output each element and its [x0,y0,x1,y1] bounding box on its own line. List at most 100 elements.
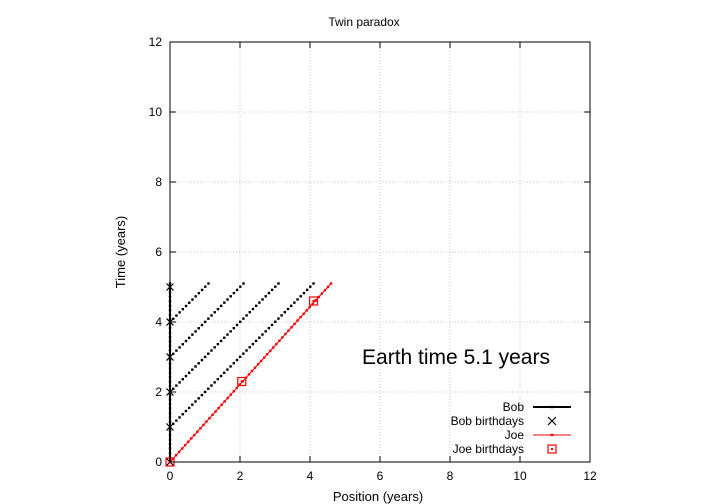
y-tick-label: 0 [155,455,162,469]
y-tick-label: 2 [155,385,162,399]
x-tick-label: 4 [307,469,314,483]
x-tick-label: 8 [447,469,454,483]
worldline-point [293,301,296,304]
series-bob [168,282,315,464]
worldline-point [193,433,196,437]
worldline-point [235,386,239,390]
worldline-point [210,314,213,317]
worldline-point [216,342,220,346]
x-tick-label: 12 [583,469,597,483]
worldline-point [242,317,245,320]
worldline-point [245,314,248,317]
worldline-point [323,289,327,292]
worldline-point [207,387,210,390]
worldline-point [278,339,281,342]
y-tick-label: 6 [155,245,162,259]
worldline-point [213,346,216,349]
worldline-point [191,333,194,336]
worldline-point [184,374,188,378]
y-axis-label: Time (years) [113,216,128,288]
legend-label: Joe [505,428,525,442]
worldline-point [235,288,239,292]
tick-labels: 0 2 4 6 8 10 12 0 2 4 6 8 10 12 [149,35,597,483]
worldline-point [200,323,204,327]
worldline-point [194,295,197,298]
worldline-point [197,291,201,295]
worldline-point [241,379,245,383]
worldline-point [274,285,277,288]
worldline-point [191,368,194,371]
worldline-point [207,282,210,285]
worldline-point [204,285,207,288]
worldline-point [262,356,266,359]
x-axis-label: Position (years) [333,489,423,504]
worldline-point [226,298,229,301]
worldline-point [290,326,293,329]
worldline-point [203,355,207,359]
worldline-point [245,349,248,352]
worldline-point [277,317,280,320]
worldline-point [214,410,217,413]
worldline-point [199,427,202,430]
worldline-point [180,447,184,450]
y-tick-label: 12 [149,35,163,49]
worldline-point [314,299,318,302]
worldline-point [175,314,178,317]
worldline-point [187,336,191,340]
worldline-point [302,312,305,316]
series-joe [168,282,333,464]
worldline-point [270,288,274,292]
worldline-point [302,291,306,295]
worldline-point [242,352,245,355]
worldline-point [232,326,236,330]
worldline-point [293,322,296,326]
worldline-point [184,409,188,413]
worldline-point [181,343,184,346]
worldline-point [254,304,258,308]
worldline-point [217,406,220,410]
worldline-point [326,285,330,289]
worldline-point [223,371,226,374]
worldline-point [242,282,245,285]
worldline-point [200,288,204,292]
legend-square-swatch [547,444,557,454]
worldline-point [289,304,293,308]
worldline-point [175,349,178,352]
worldline-point [216,377,220,381]
worldline-point [274,320,277,323]
worldline-point [259,359,263,363]
worldline-point [184,339,188,343]
worldline-point [267,326,271,330]
worldline-point [177,450,181,454]
worldline-point [272,346,275,349]
worldline-point [208,417,211,420]
worldline-point [305,309,308,312]
worldline-point [219,374,223,378]
worldline-point [308,305,311,309]
legend-item: Joe birthdays [453,442,557,456]
worldline-point [194,330,197,333]
worldline-point [194,365,197,368]
worldline-point [223,400,226,403]
worldline-point [191,298,194,301]
worldline-point [203,320,207,324]
worldline-point [229,330,232,333]
worldline-point [202,423,205,427]
worldline-point [197,362,200,365]
worldline-point [194,400,197,403]
legend-label: Bob birthdays [451,414,524,428]
y-tick-label: 8 [155,175,162,189]
legend-item: Bob birthdays [451,414,557,428]
worldline-point [187,371,191,375]
legend-label: Joe birthdays [453,442,524,456]
worldline-point [181,378,184,381]
worldline-point [280,314,283,317]
worldline-point [178,416,181,419]
worldline-point [229,365,232,368]
worldline-point [235,358,239,362]
worldline-point [261,298,264,301]
worldline-point [171,457,175,460]
worldline-point [238,355,242,359]
